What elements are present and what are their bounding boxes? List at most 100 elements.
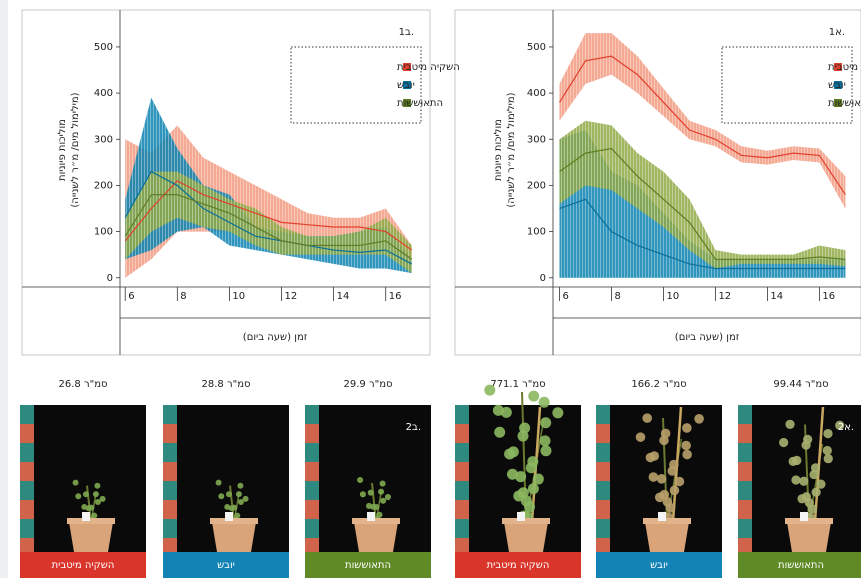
area-label: 29.9 סמ"ר	[344, 379, 393, 390]
plant-leaf	[649, 472, 659, 482]
plant-tag	[367, 512, 375, 521]
pot-rim	[785, 518, 833, 524]
y-tick-label: 400	[527, 88, 546, 99]
photo-strip	[163, 424, 177, 443]
plant-leaf	[73, 480, 79, 486]
panel-tag: ב2.	[406, 422, 421, 433]
legend-label: התאוששות	[828, 98, 861, 109]
x-tick-label: 14	[770, 291, 783, 302]
pot-rim	[352, 518, 400, 524]
plant-leaf	[533, 474, 544, 485]
photo-strip	[738, 462, 752, 481]
photo-strip	[455, 481, 469, 500]
photo-strip	[305, 481, 319, 500]
plant-leaf	[234, 513, 240, 519]
photo-strip	[596, 405, 610, 424]
plant-leaf	[370, 504, 376, 510]
plant-leaf	[682, 423, 692, 433]
plant-leaf	[657, 474, 667, 484]
plant-leaf	[539, 435, 550, 446]
y-tick-label: 500	[94, 42, 113, 53]
plant-leaf	[93, 491, 99, 497]
plant-leaf	[100, 496, 106, 502]
plant-leaf	[694, 414, 704, 424]
plant-tag	[225, 512, 233, 521]
pot	[787, 522, 831, 552]
photo-strip	[455, 462, 469, 481]
x-tick-label: 14	[337, 291, 350, 302]
x-tick-label: 8	[180, 291, 186, 302]
plant-leaf	[540, 445, 551, 456]
pot	[69, 522, 113, 552]
plant-leaf	[791, 475, 800, 484]
plant-leaf	[660, 490, 670, 500]
photo-strip	[455, 443, 469, 462]
plant-leaf	[779, 438, 788, 447]
plant-leaf	[792, 456, 801, 465]
label-text: יובש	[217, 560, 235, 571]
plant-leaf	[803, 435, 812, 444]
photo-strip	[596, 481, 610, 500]
photo-strip	[305, 462, 319, 481]
plant-leaf	[642, 413, 652, 423]
photo-strip	[163, 462, 177, 481]
plant-leaf	[785, 420, 794, 429]
plant-leaf	[524, 501, 535, 512]
plant-leaf	[667, 466, 677, 476]
y-tick-label: 0	[540, 273, 546, 284]
y-axis-label: (מילימול מים/ מ״ר לשנייה)	[506, 92, 517, 207]
photo-strip	[738, 519, 752, 538]
plant-leaf	[809, 470, 818, 479]
photo-strip	[455, 500, 469, 519]
photo-strip	[596, 500, 610, 519]
area-label: 26.8 סמ"ר	[59, 379, 108, 390]
label-text: השקיה מיטבית	[487, 560, 550, 571]
plant-leaf	[368, 490, 374, 496]
plot-area	[125, 98, 412, 278]
legend-label: השקיה מיטבית	[397, 62, 460, 73]
photo-strip	[20, 500, 34, 519]
legend-label: התאוששות	[397, 98, 443, 109]
plant-leaf	[494, 427, 505, 438]
photo-strip	[20, 443, 34, 462]
label-text: התאוששות	[778, 560, 824, 571]
plant-leaf	[681, 441, 691, 451]
y-tick-label: 100	[94, 227, 113, 238]
plant-leaf	[528, 483, 539, 494]
photo-strip	[305, 424, 319, 443]
plant-leaf	[236, 491, 242, 497]
photo-strip	[163, 519, 177, 538]
pot	[212, 522, 256, 552]
pot-rim	[210, 518, 258, 524]
plant-leaf	[816, 480, 825, 489]
legend-label: השקיה מיטבית	[828, 62, 861, 73]
photo-strip	[20, 424, 34, 443]
photo-strip	[20, 481, 34, 500]
plant-leaf	[378, 489, 384, 495]
plant-leaf	[380, 498, 386, 504]
plant-leaf	[357, 477, 363, 483]
x-tick-label: 10	[232, 291, 245, 302]
x-tick-label: 12	[285, 291, 298, 302]
plant-leaf	[83, 491, 89, 497]
y-tick-label: 400	[94, 88, 113, 99]
area-label: 771.1 סמ"ר	[490, 379, 545, 390]
plant-leaf	[484, 385, 495, 396]
label-text: יובש	[650, 560, 668, 571]
photo-strip	[20, 462, 34, 481]
plant-leaf	[216, 480, 222, 486]
plant-leaf	[229, 505, 235, 511]
plant-tag	[82, 512, 90, 521]
pot-rim	[67, 518, 115, 524]
photo-strip	[163, 500, 177, 519]
photo-strip	[305, 500, 319, 519]
photo-strip	[455, 424, 469, 443]
plant-leaf	[226, 491, 232, 497]
photo-strip	[738, 443, 752, 462]
plant-leaf	[824, 454, 833, 463]
legend-label: יובש	[828, 80, 846, 91]
plant-leaf	[380, 481, 386, 487]
x-tick-label: 6	[128, 291, 134, 302]
photo-strip	[163, 481, 177, 500]
pot-rim	[502, 518, 550, 524]
